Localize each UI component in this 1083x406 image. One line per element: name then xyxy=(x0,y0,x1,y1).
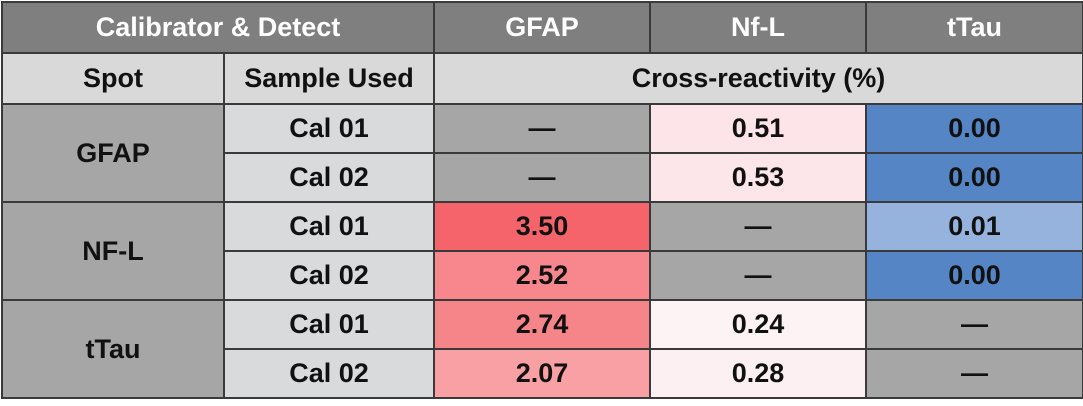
value-cell: 0.00 xyxy=(865,250,1083,301)
spot-cell: tTau xyxy=(1,299,225,399)
value-cell: — xyxy=(865,348,1083,399)
header-cell: Cross-reactivity (%) xyxy=(433,52,1083,105)
value-cell: 0.00 xyxy=(865,103,1083,154)
header-cell: GFAP xyxy=(433,1,651,54)
value-cell: 0.53 xyxy=(649,152,867,203)
row: GFAP Cal 01 — 0.51 0.00 xyxy=(1,103,1083,203)
sample-cell: Cal 02 xyxy=(223,250,435,301)
header-cell: Sample Used xyxy=(223,52,435,105)
sample-cell: Cal 01 xyxy=(223,299,435,350)
row: Cal 02 2.07 0.28 — xyxy=(2,348,1083,399)
value-cell: — xyxy=(865,299,1083,350)
header-cell: tTau xyxy=(865,1,1083,54)
row: Cal 02 2.52 — 0.00 xyxy=(2,250,1083,301)
row: NF-L Cal 01 3.50 — 0.01 xyxy=(1,201,1083,301)
value-cell: 0.28 xyxy=(649,348,867,399)
header-cell: Calibrator & Detect xyxy=(1,1,435,54)
spot-cell: NF-L xyxy=(1,201,225,301)
value-cell: 3.50 xyxy=(433,201,651,252)
spot-cell: GFAP xyxy=(1,103,225,203)
sample-cell: Cal 01 xyxy=(223,201,435,252)
value-cell: 0.24 xyxy=(649,299,867,350)
value-cell: — xyxy=(649,250,867,301)
header-cell: Nf-L xyxy=(649,1,867,54)
value-cell: 2.07 xyxy=(433,348,651,399)
value-cell: 2.52 xyxy=(433,250,651,301)
row: Cal 02 — 0.53 0.00 xyxy=(2,152,1083,203)
subheader-row: Spot Sample Used Cross-reactivity (%) xyxy=(1,52,1083,105)
cross-reactivity-table: Calibrator & Detect GFAP Nf-L tTau Spot … xyxy=(1,1,1083,399)
value-cell: — xyxy=(649,201,867,252)
value-cell: — xyxy=(433,152,651,203)
value-cell: 2.74 xyxy=(433,299,651,350)
sample-cell: Cal 02 xyxy=(223,348,435,399)
header-row: Calibrator & Detect GFAP Nf-L tTau xyxy=(1,1,1083,54)
row: tTau Cal 01 2.74 0.24 — xyxy=(1,299,1083,399)
value-cell: 0.01 xyxy=(865,201,1083,252)
value-cell: 0.00 xyxy=(865,152,1083,203)
header-cell: Spot xyxy=(1,52,225,105)
sample-cell: Cal 02 xyxy=(223,152,435,203)
value-cell: 0.51 xyxy=(649,103,867,154)
value-cell: — xyxy=(433,103,651,154)
sample-cell: Cal 01 xyxy=(223,103,435,154)
